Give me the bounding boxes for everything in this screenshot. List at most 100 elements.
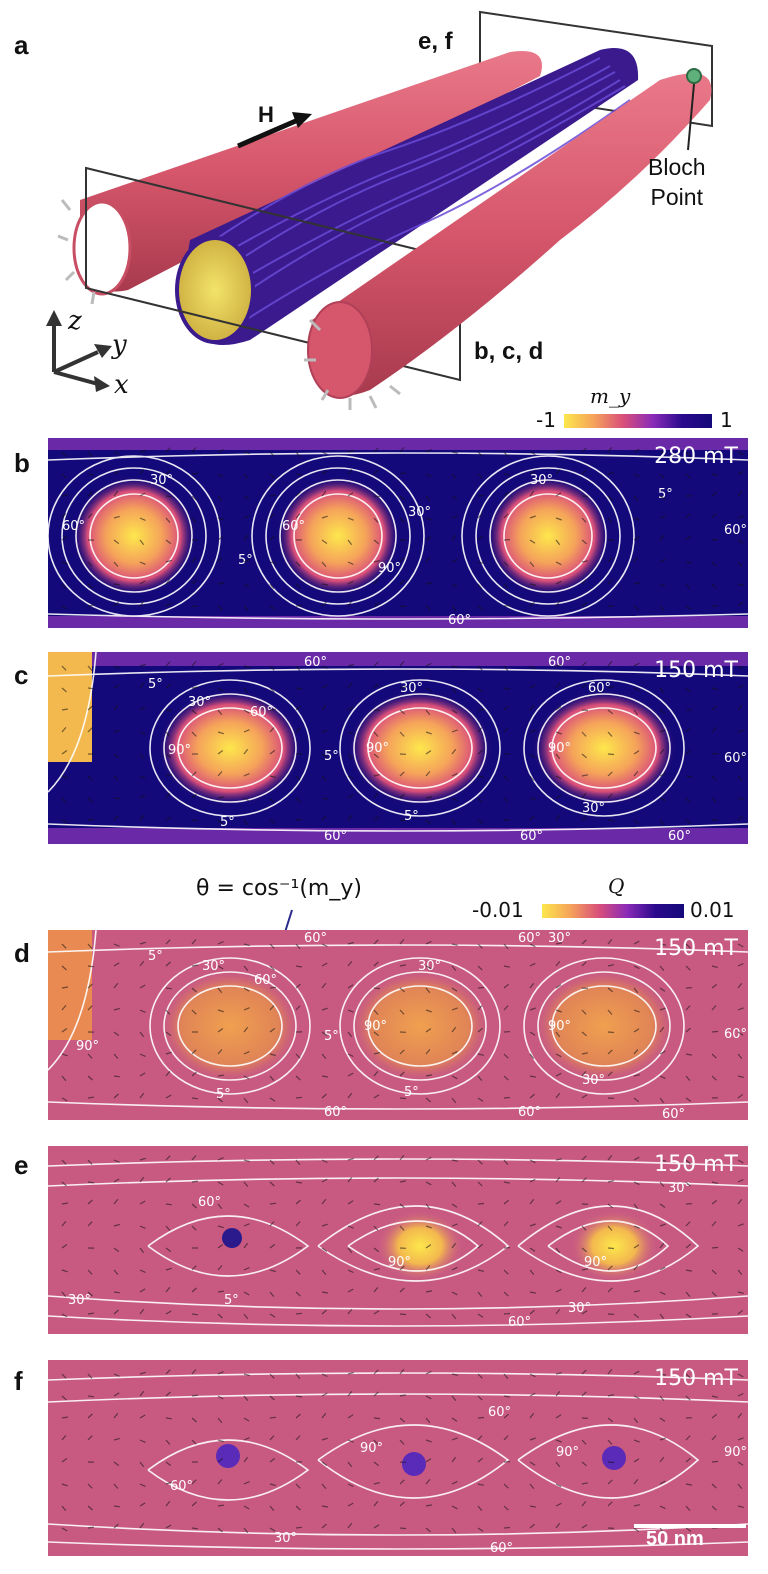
vector-arrow [529, 1505, 537, 1508]
svg-text:5°: 5° [324, 749, 339, 764]
vector-arrow [113, 1392, 120, 1397]
vector-arrow [321, 1392, 328, 1397]
vector-arrow [295, 1181, 303, 1184]
vector-arrow [685, 1243, 691, 1249]
vector-arrow [399, 1203, 405, 1209]
vector-arrow [243, 473, 249, 479]
vector-arrow [113, 1053, 119, 1059]
vector-arrow [87, 1075, 93, 1081]
vector-arrow [269, 605, 276, 610]
colorbar-my-gradient [564, 414, 712, 428]
cut-plane-ef-label: e, f [418, 28, 453, 55]
vector-arrow [87, 1053, 93, 1059]
vector-arrow [529, 943, 536, 948]
vector-arrow [477, 1159, 483, 1165]
vector-arrow [165, 1391, 171, 1397]
cut-plane-bcd [85, 166, 461, 382]
vector-arrow [113, 1483, 119, 1489]
vector-arrow [321, 470, 328, 475]
vector-arrow [659, 1007, 666, 1011]
vector-arrow [581, 1310, 588, 1315]
vector-arrow [347, 753, 353, 760]
vector-arrow [685, 819, 692, 824]
vector-arrow [607, 579, 613, 585]
vector-arrow [373, 495, 381, 498]
vector-arrow [87, 705, 93, 711]
vector-arrow [139, 1414, 146, 1419]
vector-arrow [633, 1527, 640, 1533]
vector-arrow [321, 962, 328, 967]
vector-arrow [295, 727, 301, 733]
vector-arrow [529, 753, 536, 758]
svg-text:5°: 5° [148, 949, 163, 964]
vector-arrow [399, 771, 405, 777]
svg-text:60°: 60° [518, 1105, 541, 1120]
vector-arrow [295, 451, 301, 457]
vector-arrow [113, 1247, 120, 1253]
vector-arrow [711, 538, 719, 541]
vector-arrow [737, 684, 744, 689]
vector-arrow [477, 1457, 484, 1463]
vector-arrow [451, 1417, 458, 1422]
vector-arrow [321, 601, 327, 607]
vector-arrow [581, 1287, 587, 1293]
vector-arrow [347, 1308, 353, 1315]
vector-arrow [321, 1412, 327, 1419]
vector-arrow [659, 1313, 665, 1320]
vector-arrow [295, 1526, 303, 1529]
vector-arrow [555, 1288, 562, 1293]
vector-arrow [243, 1480, 250, 1485]
panel-label-a: a [14, 30, 29, 60]
vector-arrow [555, 561, 562, 566]
vector-arrow [243, 605, 249, 612]
vector-arrow [451, 1373, 458, 1376]
vector-arrow [269, 1416, 277, 1419]
vector-arrow [581, 1369, 587, 1375]
vector-arrow [685, 965, 691, 971]
vector-arrow [633, 1074, 640, 1077]
vector-arrow [607, 517, 613, 523]
vector-arrow [503, 1159, 509, 1165]
vector-arrow [61, 1313, 68, 1318]
vector-arrow [165, 539, 172, 545]
vector-arrow [191, 1155, 197, 1161]
vector-arrow [217, 449, 224, 453]
vector-arrow [321, 753, 328, 758]
vector-arrow [555, 1372, 563, 1375]
vector-arrow [321, 561, 327, 567]
vector-arrow [529, 1159, 536, 1164]
vector-arrow [425, 731, 432, 735]
vector-arrow [581, 447, 587, 453]
vector-arrow [347, 984, 354, 989]
vector-arrow [737, 1505, 744, 1508]
vector-arrow [61, 1435, 67, 1441]
vector-arrow [139, 775, 146, 779]
vector-arrow [87, 1395, 95, 1398]
vector-arrow [165, 517, 171, 523]
vector-arrow [243, 943, 250, 947]
vector-arrow [243, 1050, 250, 1055]
vector-arrow [425, 495, 431, 502]
vector-arrow [191, 1287, 197, 1293]
vector-arrow [217, 495, 223, 502]
vector-arrow [347, 683, 353, 689]
vector-arrow [295, 473, 303, 476]
vector-arrow [139, 1176, 145, 1183]
svg-text:60°: 60° [62, 519, 85, 534]
vector-arrow [191, 1071, 197, 1077]
vector-arrow [477, 708, 485, 711]
vector-arrow [87, 665, 93, 671]
vector-arrow [711, 1053, 717, 1059]
vector-arrow [659, 1159, 667, 1162]
vector-arrow [503, 1075, 509, 1081]
vector-arrow [607, 447, 613, 453]
svg-text:5°: 5° [404, 1085, 419, 1100]
vector-arrow [139, 1288, 146, 1293]
vector-arrow [503, 491, 509, 497]
axis-z-label: z [68, 306, 82, 336]
vector-arrow [243, 1203, 250, 1208]
vector-arrow [711, 1181, 718, 1184]
vector-arrow [633, 1370, 640, 1375]
vector-arrow [607, 495, 614, 501]
vector-arrow [607, 1287, 613, 1293]
